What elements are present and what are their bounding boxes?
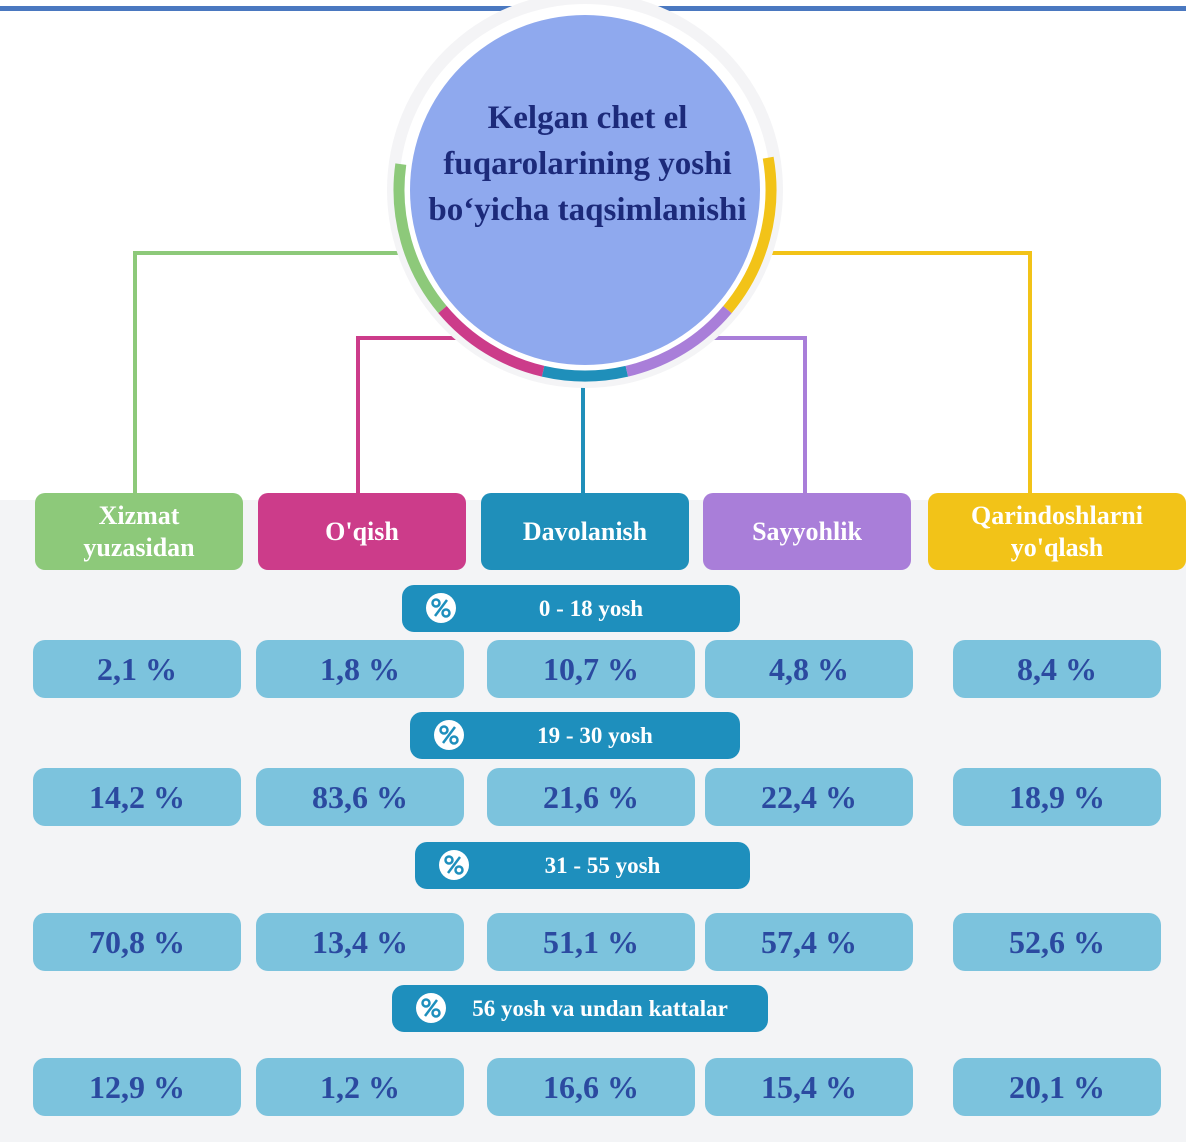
ring-arc bbox=[541, 365, 629, 382]
age-group-label: 56 yosh va undan kattalar bbox=[392, 985, 768, 1032]
connector bbox=[356, 336, 470, 495]
icon-dot bbox=[441, 608, 451, 618]
age-group-label: 19 - 30 yosh bbox=[410, 712, 740, 759]
value-box: 4,8 % bbox=[705, 640, 913, 698]
icon-dot bbox=[439, 725, 449, 735]
value-box: 83,6 % bbox=[256, 768, 464, 826]
icon-dot bbox=[454, 865, 464, 875]
percent-icon bbox=[416, 993, 446, 1023]
age-group-text: 56 yosh va undan kattalar bbox=[472, 995, 728, 1021]
age-group-text: 0 - 18 yosh bbox=[538, 595, 644, 621]
value-box: 51,1 % bbox=[487, 913, 695, 971]
percent-icon bbox=[434, 720, 464, 750]
category-box: Davolanish bbox=[481, 493, 689, 570]
icon-dot bbox=[444, 855, 454, 865]
value-box: 70,8 % bbox=[33, 913, 241, 971]
value-box: 14,2 % bbox=[33, 768, 241, 826]
category-box: Sayyohlik bbox=[703, 493, 911, 570]
icon-dot bbox=[431, 1008, 441, 1018]
percent-icon bbox=[439, 850, 469, 880]
value-box: 16,6 % bbox=[487, 1058, 695, 1116]
circle-inner bbox=[410, 15, 760, 365]
ring-arc bbox=[625, 305, 732, 377]
value-box: 12,9 % bbox=[33, 1058, 241, 1116]
value-box: 22,4 % bbox=[705, 768, 913, 826]
value-box: 57,4 % bbox=[705, 913, 913, 971]
connector bbox=[133, 251, 400, 495]
title: Kelgan chet el fuqarolarining yoshi bo‘y… bbox=[428, 100, 747, 228]
ring-arc bbox=[723, 156, 777, 314]
icon-dot bbox=[431, 598, 441, 608]
value-box: 10,7 % bbox=[487, 640, 695, 698]
value-box: 21,6 % bbox=[487, 768, 695, 826]
value-box: 13,4 % bbox=[256, 913, 464, 971]
icon-slash bbox=[424, 999, 438, 1017]
value-box: 2,1 % bbox=[33, 640, 241, 698]
ring-arc bbox=[393, 163, 447, 314]
icon-dot bbox=[449, 735, 459, 745]
icon-dot bbox=[421, 998, 431, 1008]
percent-icon bbox=[426, 593, 456, 623]
age-group-label: 0 - 18 yosh bbox=[402, 585, 740, 632]
value-box: 20,1 % bbox=[953, 1058, 1161, 1116]
value-box: 15,4 % bbox=[705, 1058, 913, 1116]
value-box: 52,6 % bbox=[953, 913, 1161, 971]
age-group-text: 19 - 30 yosh bbox=[537, 722, 653, 748]
value-box: 1,8 % bbox=[256, 640, 464, 698]
icon-slash bbox=[442, 726, 456, 744]
ring-arc bbox=[438, 305, 545, 377]
age-group-label: 31 - 55 yosh bbox=[415, 842, 750, 889]
category-box: Qarindoshlarni yo'qlash bbox=[928, 493, 1186, 570]
category-box: O'qish bbox=[258, 493, 466, 570]
icon-slash bbox=[434, 599, 448, 617]
connector bbox=[700, 336, 807, 495]
value-box: 8,4 % bbox=[953, 640, 1161, 698]
age-group-text: 31 - 55 yosh bbox=[544, 852, 661, 878]
value-box: 1,2 % bbox=[256, 1058, 464, 1116]
value-box: 18,9 % bbox=[953, 768, 1161, 826]
connector bbox=[770, 251, 1032, 495]
category-box: Xizmat yuzasidan bbox=[35, 493, 243, 570]
icon-slash bbox=[447, 856, 461, 874]
